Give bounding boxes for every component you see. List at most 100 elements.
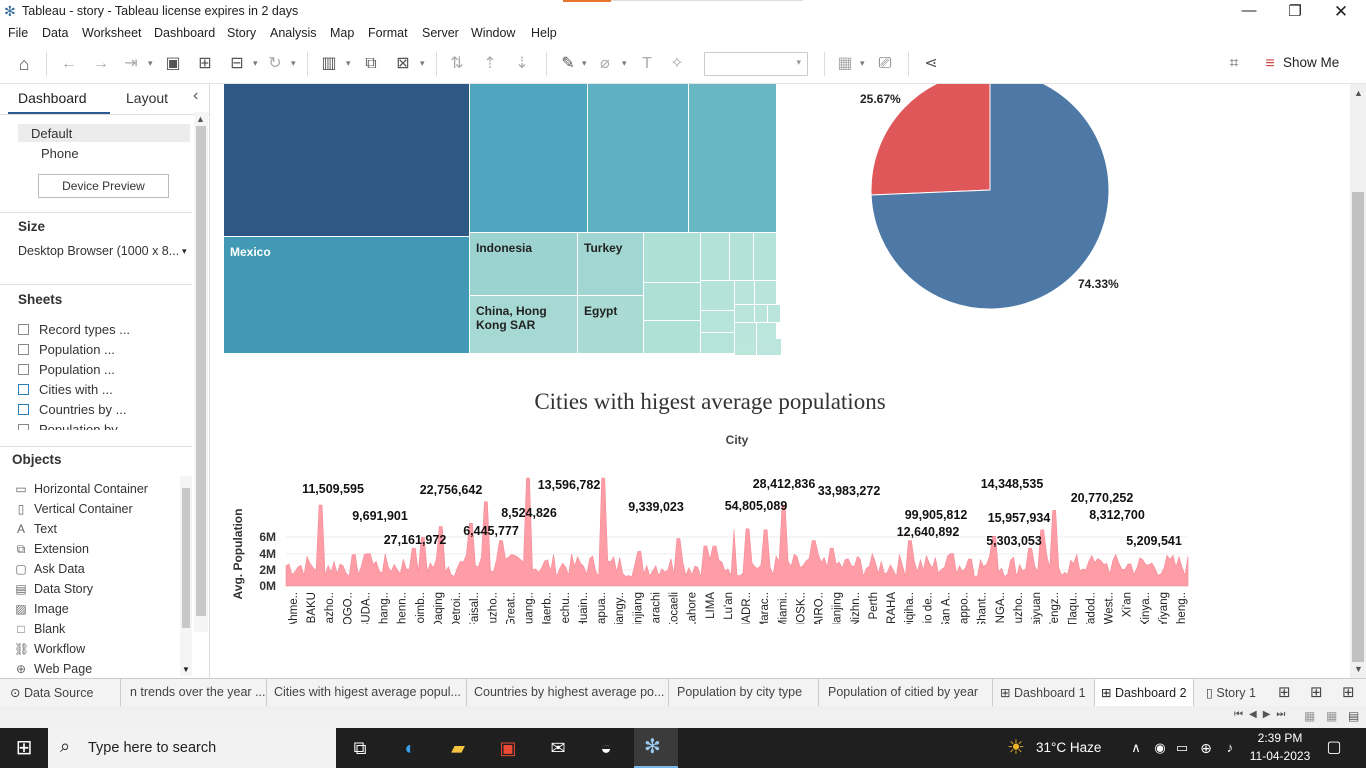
duplicate-icon[interactable]: ⧉	[365, 55, 377, 72]
dashboard-tab[interactable]: ⊞ Dashboard 1	[1000, 686, 1086, 700]
treemap-cell[interactable]	[757, 323, 777, 340]
sheet-item[interactable]: Cities with ...	[18, 382, 130, 402]
object-blank[interactable]: □ Blank	[14, 622, 148, 642]
device-preview-button[interactable]: Device Preview	[38, 174, 169, 198]
treemap-cell[interactable]	[768, 305, 781, 323]
sheet-tab[interactable]: Cities with higest average popul...	[274, 685, 461, 699]
object-image[interactable]: ▨ Image	[15, 602, 69, 616]
pie-slice[interactable]	[870, 84, 1110, 310]
fit-dropdown[interactable]: ▾	[704, 52, 808, 76]
minimize-icon[interactable]: —	[1241, 2, 1257, 19]
treemap-cell[interactable]	[701, 333, 735, 354]
treemap-cell-mexico[interactable]: Mexico	[224, 237, 470, 354]
treemap-cell[interactable]	[754, 233, 777, 281]
treemap-cell-egypt[interactable]: Egypt	[578, 296, 644, 354]
object-extension[interactable]: ⧉ Extension	[14, 542, 148, 562]
redo-icon[interactable]: →	[93, 55, 109, 72]
weather-icon[interactable]: ☀	[1007, 737, 1025, 759]
chevron-up-icon[interactable]: ∧	[1131, 740, 1141, 755]
pie-slice[interactable]	[870, 84, 991, 196]
new-worksheet-tab-icon[interactable]: ⊞	[1278, 684, 1291, 701]
treemap-cell[interactable]	[701, 311, 735, 333]
object-data-story[interactable]: ▤ Data Story	[15, 582, 94, 596]
treemap-cell-indonesia[interactable]: Indonesia	[470, 233, 578, 296]
store-icon[interactable]: ▣	[499, 738, 517, 758]
refresh-icon[interactable]: ↻	[268, 55, 282, 72]
mail-icon[interactable]: ✉	[550, 738, 566, 758]
tableau-taskbar-button[interactable]: ✻	[634, 728, 678, 768]
home-icon[interactable]: ⌂	[18, 54, 30, 74]
new-story-tab-icon[interactable]: ⊞	[1342, 684, 1355, 701]
filmstrip-icon[interactable]: ▦	[1304, 709, 1316, 723]
treemap-cell[interactable]	[701, 233, 730, 281]
menu-file[interactable]: File	[8, 26, 29, 40]
restore-icon[interactable]: ❐	[1288, 3, 1302, 20]
treemap-cell[interactable]	[735, 281, 755, 305]
treemap-cell[interactable]	[689, 84, 777, 233]
sheet-item[interactable]: Population ...	[18, 362, 130, 382]
sheet-item[interactable]: Countries by ...	[18, 402, 130, 422]
show-cards-icon[interactable]: ▦	[837, 55, 853, 72]
sheet-tab[interactable]: Population of citied by year	[828, 685, 979, 699]
treemap-cell[interactable]	[470, 84, 588, 233]
group-icon[interactable]: ⌀	[600, 55, 610, 72]
object-workflow[interactable]: ⛓ Workflow	[14, 642, 86, 656]
sheet-item[interactable]: Record types ...	[18, 322, 130, 342]
new-datasource-icon[interactable]: ⊞	[198, 55, 212, 72]
treemap-cell[interactable]	[735, 305, 755, 323]
photos-icon[interactable]: ◒	[600, 738, 612, 758]
undo-icon[interactable]: ←	[61, 55, 77, 72]
treemap-cell[interactable]	[224, 84, 470, 237]
object-horizontal-container[interactable]: ▭ Horizontal Container	[15, 482, 148, 496]
windows-start-icon[interactable]: ⊞	[15, 737, 33, 759]
treemap-cell-turkey[interactable]: Turkey	[578, 233, 644, 296]
file-explorer-icon[interactable]: ▰	[451, 738, 465, 758]
sheet-item[interactable]: Population by	[18, 422, 130, 430]
new-dashboard-tab-icon[interactable]: ⊞	[1310, 684, 1323, 701]
menu-story[interactable]: Story	[227, 26, 257, 40]
menu-data[interactable]: Data	[42, 26, 69, 40]
clock-time[interactable]: 2:39 PM	[1257, 731, 1303, 745]
label-icon[interactable]: T	[642, 55, 652, 72]
sort-ascending-icon[interactable]: ⇡	[483, 55, 497, 72]
pin-icon[interactable]: ✧	[670, 55, 684, 72]
sheet-tab[interactable]: Countries by highest average po...	[474, 685, 665, 699]
collapse-pane-icon[interactable]: ‹	[193, 87, 199, 104]
sheet-item[interactable]: Population ...	[18, 342, 130, 362]
replay-icon[interactable]: ⇥	[124, 55, 138, 72]
grid-view-icon[interactable]: ▦	[1326, 709, 1338, 723]
menu-dashboard[interactable]: Dashboard	[154, 26, 216, 40]
population-area[interactable]	[285, 477, 1189, 587]
pane-scrollbar[interactable]: ▲	[194, 112, 208, 632]
object-text[interactable]: A Text	[14, 522, 148, 542]
menu-help[interactable]: Help	[531, 26, 557, 40]
size-dropdown[interactable]: Desktop Browser (1000 x 8...	[18, 244, 180, 258]
new-worksheet-icon[interactable]: ▥	[321, 55, 337, 72]
task-view-icon[interactable]: ⧉	[353, 738, 367, 758]
treemap-cell[interactable]	[701, 281, 735, 311]
objects-scrollbar[interactable]: ▼	[180, 476, 192, 676]
object-web-page[interactable]: ⊕ Web Page	[15, 662, 93, 676]
treemap-cell[interactable]	[644, 233, 701, 283]
edge-icon[interactable]: ◐	[404, 738, 416, 758]
dashboard-tab-active[interactable]: ⊞ Dashboard 2	[1094, 679, 1194, 707]
menu-analysis[interactable]: Analysis	[270, 26, 317, 40]
vertical-scrollbar[interactable]: ▲ ▼	[1350, 84, 1366, 678]
swap-icon[interactable]: ⇅	[450, 55, 464, 72]
menu-map[interactable]: Map	[330, 26, 355, 40]
tab-layout[interactable]: Layout	[126, 90, 169, 106]
tab-dashboard[interactable]: Dashboard	[18, 90, 87, 106]
treemap-cell[interactable]	[730, 233, 754, 281]
sheet-tab[interactable]: n trends over the year ...	[130, 685, 266, 699]
save-icon[interactable]: ▣	[165, 55, 181, 72]
treemap-cell[interactable]	[735, 323, 757, 340]
share-icon[interactable]: ⋖	[924, 55, 938, 72]
menu-server[interactable]: Server	[422, 26, 459, 40]
treemap-cell[interactable]	[644, 283, 701, 321]
sheet-tab[interactable]: Population by city type	[677, 685, 803, 699]
device-phone[interactable]: Phone	[41, 146, 79, 161]
sort-descending-icon[interactable]: ⇣	[515, 55, 529, 72]
network-icon[interactable]: ⊕	[1200, 740, 1212, 756]
treemap-chart[interactable]: Mexico Indonesia Turkey China, Hong Kong…	[224, 84, 782, 356]
pie-chart[interactable]: 25.67% 74.33%	[850, 84, 1150, 324]
